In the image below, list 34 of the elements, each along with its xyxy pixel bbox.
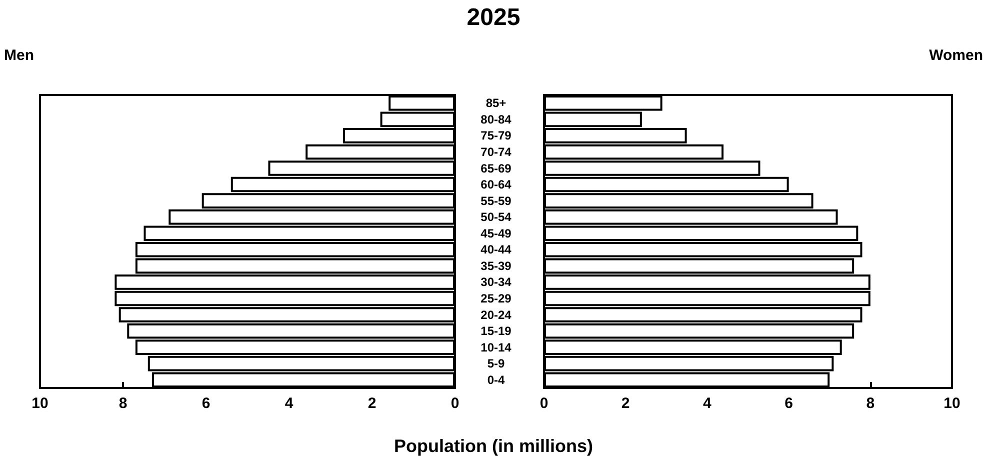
x-tick-label: 2 (368, 395, 376, 412)
x-tick-label: 4 (284, 395, 294, 412)
y-tick-label: 30-34 (480, 275, 512, 290)
y-tick-label: 55-59 (480, 194, 512, 208)
x-tick-label: 0 (450, 395, 460, 412)
y-tick-label: 75-79 (480, 128, 512, 143)
x-tick-label: 4 (703, 395, 712, 412)
x-tick-label: 2 (621, 395, 630, 412)
x-tick-label: 10 (32, 395, 48, 412)
y-tick-label: 65-69 (480, 161, 512, 176)
x-tick-label: 0 (540, 395, 548, 412)
y-tick-label: 85+ (486, 96, 506, 110)
y-tick-label: 20-24 (480, 308, 512, 322)
y-tick-label: 60-64 (480, 178, 512, 192)
text: Men (4, 47, 34, 64)
y-tick-label: 45-49 (480, 226, 512, 240)
y-tick-label: 40-44 (480, 242, 512, 257)
y-tick-label: 50-54 (480, 210, 512, 224)
y-tick-label: 25-29 (480, 291, 512, 306)
x-tick-label: 6 (202, 395, 210, 412)
y-tick-label: 80-84 (480, 112, 512, 126)
y-tick-label: 10-14 (480, 340, 512, 354)
y-tick-label: 15-19 (480, 324, 512, 338)
y-tick-label: 70-74 (480, 144, 512, 159)
x-tick-label: 10 (944, 395, 960, 412)
chart-title: 2025 (466, 4, 522, 32)
y-tick-label: 35-39 (480, 258, 512, 273)
y-tick-label: 0-4 (487, 372, 505, 387)
y-tick-label: 5-9 (487, 356, 505, 371)
x-tick-label: 6 (784, 395, 793, 412)
x-axis-title: Population (in millions) (393, 436, 594, 457)
text: Women (929, 47, 984, 64)
x-tick-label: 8 (866, 395, 875, 412)
x-tick-label: 8 (118, 395, 128, 412)
